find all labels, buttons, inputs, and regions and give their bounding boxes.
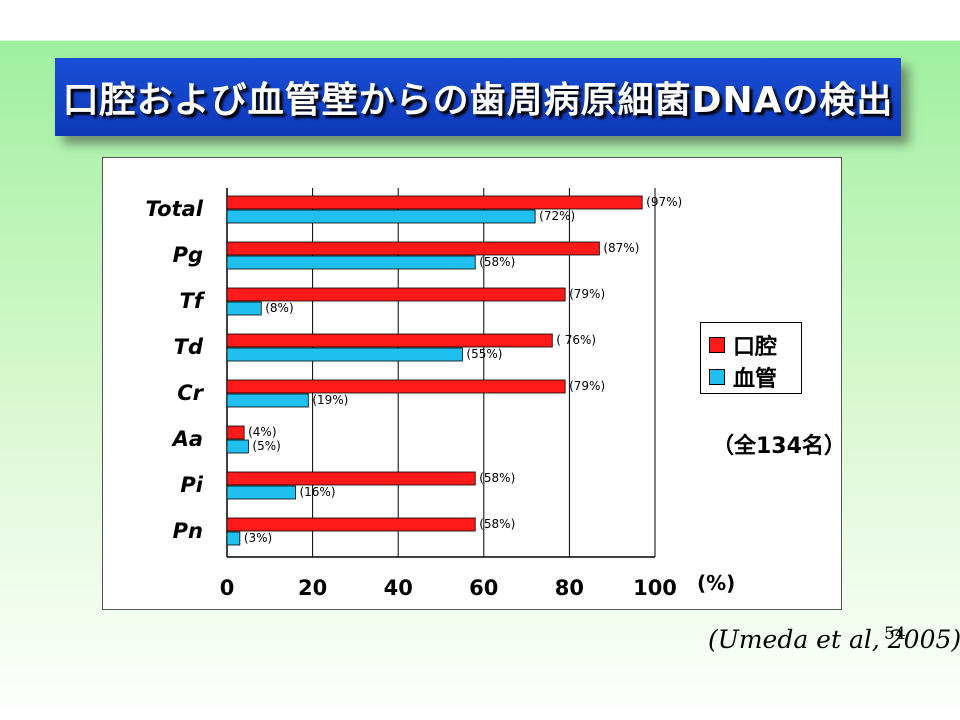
bar-vessel <box>226 393 309 408</box>
bar-vessel <box>226 209 536 224</box>
data-label-oral: (79%) <box>569 287 605 301</box>
data-label-vessel: (16%) <box>299 485 335 499</box>
bar-oral <box>226 471 476 486</box>
x-tick-label: 100 <box>633 576 677 600</box>
category-label: Pn <box>173 519 203 543</box>
category-label: Pi <box>180 473 203 497</box>
x-tick-label: 0 <box>220 576 235 600</box>
bar-oral <box>226 287 566 302</box>
data-label-oral: (87%) <box>603 241 639 255</box>
bar-oral <box>226 241 600 256</box>
data-label-vessel: (58%) <box>479 255 515 269</box>
data-label-oral: (4%) <box>248 425 276 439</box>
bar-vessel <box>226 255 476 270</box>
bar-vessel <box>226 347 463 362</box>
bar-oral <box>226 379 566 394</box>
sample-size-note: （全134名） <box>712 434 846 459</box>
x-tick-label: 60 <box>469 576 498 600</box>
bar-oral <box>226 517 476 532</box>
title-banner: 口腔および血管壁からの歯周病原細菌DNAの検出 <box>55 58 901 136</box>
bar-oral <box>226 425 245 440</box>
legend-label-vessel: 血管 <box>733 367 778 392</box>
legend-swatch-vessel <box>709 369 725 385</box>
citation: (Umeda et al, 2005) <box>708 625 960 654</box>
x-tick-label: 40 <box>384 576 413 600</box>
x-axis-unit: (%) <box>697 571 735 595</box>
data-label-vessel: (55%) <box>466 347 502 361</box>
data-label-oral: (58%) <box>479 471 515 485</box>
legend-item-oral: 口腔 <box>709 329 777 361</box>
data-label-vessel: (3%) <box>244 531 272 545</box>
legend-label-oral: 口腔 <box>733 335 778 360</box>
category-label: Aa <box>171 427 203 451</box>
bar-chart: 0 20 40 60 80 100 (%) Total (97%) (72%) Pg (87%) (58… <box>146 188 735 600</box>
data-label-oral: (58%) <box>479 517 515 531</box>
data-label-oral: ( 76%) <box>556 333 596 347</box>
legend-swatch-oral <box>709 337 725 353</box>
legend-item-vessel: 血管 <box>709 361 777 393</box>
x-tick-label: 20 <box>298 576 327 600</box>
chart-legend: 口腔 血管 <box>700 322 802 394</box>
data-label-vessel: (5%) <box>252 439 280 453</box>
bar-vessel <box>226 439 249 454</box>
slide-title: 口腔および血管壁からの歯周病原細菌DNAの検出 <box>62 80 894 121</box>
data-label-oral: (97%) <box>646 195 682 209</box>
data-label-oral: (79%) <box>569 379 605 393</box>
data-label-vessel: (19%) <box>312 393 348 407</box>
bar-oral <box>226 195 643 210</box>
category-label: Cr <box>177 381 204 405</box>
bar-vessel <box>226 485 296 500</box>
category-label: Tf <box>180 289 206 313</box>
category-label: Td <box>174 335 204 359</box>
bar-oral <box>226 333 553 348</box>
page-number: 54 <box>884 624 906 644</box>
data-label-vessel: (72%) <box>539 209 575 223</box>
bar-vessel <box>226 301 262 316</box>
x-tick-label: 80 <box>555 576 584 600</box>
bar-vessel <box>226 531 241 546</box>
category-label: Pg <box>173 243 203 267</box>
category-label: Total <box>146 197 204 221</box>
data-label-vessel: (8%) <box>265 301 293 315</box>
